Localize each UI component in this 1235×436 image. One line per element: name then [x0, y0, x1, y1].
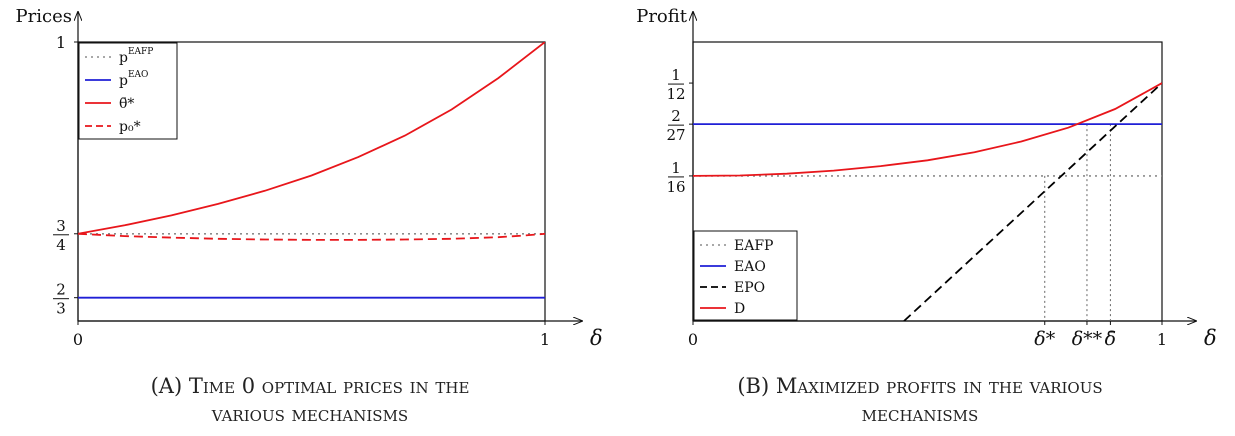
series-line-EPO — [903, 82, 1162, 321]
legend-box — [78, 42, 178, 140]
caption-a: (A) Time 0 optimal prices in the various… — [40, 372, 580, 428]
series-line-D — [693, 82, 1162, 177]
x-tick-label: δ* — [1034, 328, 1055, 350]
series-line-θ̄* — [78, 42, 545, 235]
x-tick-label: 1 — [1157, 330, 1167, 349]
legend-label-superscript: EAO — [128, 70, 148, 80]
y-axis-label: Prices — [16, 6, 72, 27]
y-tick-numerator: 3 — [56, 217, 66, 235]
x-tick-label: δ̄ — [1105, 328, 1116, 350]
caption-b-line1: Maximized profits in the various — [775, 374, 1103, 398]
y-tick-label: 1 — [56, 33, 66, 52]
caption-a-line2: various mechanisms — [211, 402, 409, 426]
legend-label: θ̄* — [119, 96, 134, 112]
y-tick-denominator: 27 — [666, 126, 685, 144]
caption-b-line2: mechanisms — [861, 402, 979, 426]
x-tick-label: 0 — [73, 330, 83, 349]
y-tick-denominator: 12 — [666, 85, 685, 103]
x-tick-label: δ** — [1072, 328, 1103, 350]
caption-a-tag: (A) — [150, 374, 183, 398]
x-axis-label: δ — [1204, 326, 1217, 350]
legend-label: p₀* — [119, 119, 141, 135]
series-line-p₀* — [78, 232, 545, 241]
y-tick-numerator: 1 — [671, 159, 681, 177]
x-tick-label: 1 — [540, 330, 550, 349]
y-tick-numerator: 2 — [671, 107, 681, 125]
legend-label: EAO — [734, 259, 766, 275]
y-axis-label: Profit — [636, 6, 688, 27]
caption-b: (B) Maximized profits in the various mec… — [650, 372, 1190, 428]
x-axis-label: δ — [590, 326, 603, 350]
y-tick-denominator: 16 — [666, 178, 685, 196]
legend-label: D — [734, 301, 745, 317]
y-tick-denominator: 4 — [56, 236, 66, 254]
y-tick-denominator: 3 — [56, 300, 66, 318]
y-tick-numerator: 1 — [671, 66, 681, 84]
legend-label-superscript: EAFP — [128, 47, 153, 57]
caption-b-tag: (B) — [737, 374, 770, 398]
caption-a-line1: Time 0 optimal prices in the — [188, 374, 470, 398]
y-tick-numerator: 2 — [56, 281, 66, 299]
legend-box — [693, 230, 798, 321]
x-tick-label: 0 — [688, 330, 698, 349]
legend-label: EPO — [734, 280, 765, 296]
legend-label: EAFP — [734, 238, 773, 254]
